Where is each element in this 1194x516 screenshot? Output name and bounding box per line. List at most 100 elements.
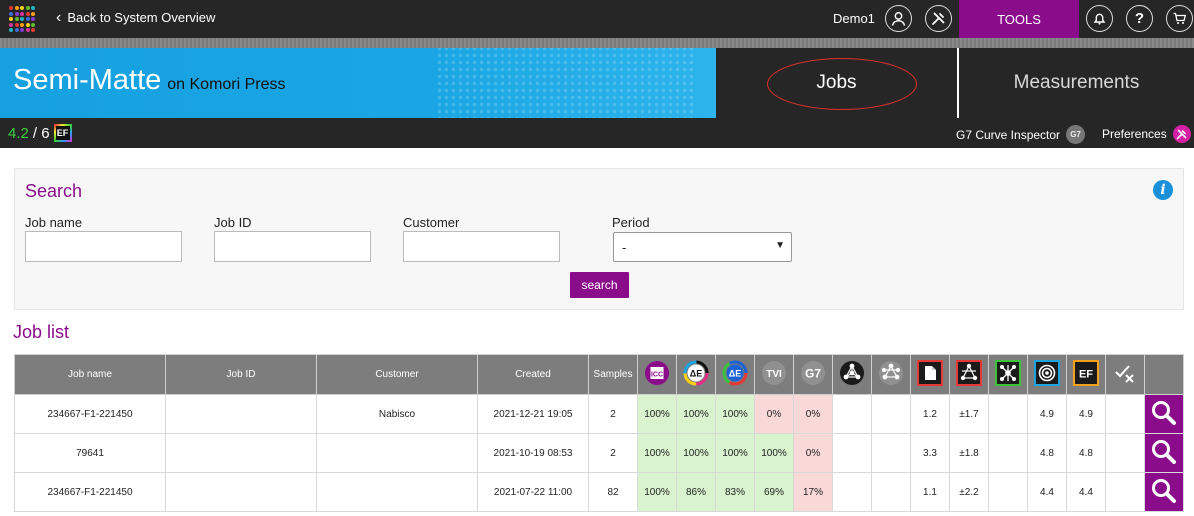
user-name: Demo1 — [833, 11, 875, 26]
column-header-delta-e-cmyk[interactable]: ΔE — [676, 354, 716, 395]
question-icon: ? — [1134, 10, 1145, 27]
view-job-button[interactable] — [1144, 472, 1184, 512]
search-title: Search — [25, 181, 83, 201]
job-id-input[interactable] — [214, 231, 371, 262]
g7-chip-icon: G7 — [1066, 125, 1086, 144]
column-header-created[interactable]: Created — [477, 354, 589, 395]
job-name-input[interactable] — [25, 231, 182, 262]
column-header-g7[interactable]: G7 — [793, 354, 833, 395]
cell-document: 3.3 — [910, 433, 950, 473]
column-header-check-cross[interactable] — [1105, 354, 1145, 395]
search-button[interactable]: search — [570, 272, 629, 298]
chevron-left-icon: ‹ — [56, 8, 62, 26]
apps-grid-dot — [14, 22, 19, 27]
ef-badge-icon: EF — [53, 124, 72, 142]
magnifier-icon — [1152, 439, 1176, 464]
apps-grid-dot — [9, 11, 13, 16]
apps-grid-dot — [31, 22, 35, 27]
cell-g7: 0% — [793, 433, 833, 473]
cell-job-name: 234667-F1-221450 — [14, 472, 166, 512]
help-button[interactable]: ? — [1126, 5, 1153, 32]
info-icon[interactable]: i — [1153, 180, 1173, 200]
cell-delta-e-cmyk: 86% — [676, 472, 716, 512]
svg-text:G7: G7 — [805, 367, 821, 381]
jobs-table: Job name Job ID Customer Created Samples… — [14, 354, 1184, 512]
column-header-document[interactable] — [910, 354, 950, 395]
column-header-tvi[interactable]: TVI — [754, 354, 794, 395]
g7-curve-inspector-link[interactable]: G7 Curve Inspector G7 — [956, 125, 1086, 144]
column-header-network-grey[interactable] — [871, 354, 911, 395]
column-header-job-id[interactable]: Job ID — [165, 354, 317, 395]
job-name-label: Job name — [25, 215, 83, 230]
column-header-samples[interactable]: Samples — [588, 354, 638, 395]
cell-target: 4.4 — [1027, 472, 1067, 512]
apps-grid-dot — [25, 11, 30, 16]
cart-icon — [1173, 12, 1187, 24]
view-job-button[interactable] — [1144, 394, 1184, 434]
cell-delta-e-cmyk: 100% — [676, 394, 716, 434]
delta-e-rgb-icon: ΔE — [722, 360, 748, 386]
cell-check-cross — [1105, 394, 1145, 434]
customer-input[interactable] — [403, 231, 560, 262]
column-header-icc[interactable]: ICC — [637, 354, 677, 395]
column-header-network-color[interactable] — [949, 354, 989, 395]
cell-g7: 0% — [793, 394, 833, 434]
tab-measurements[interactable]: Measurements — [959, 48, 1194, 118]
tools-tab[interactable]: TOOLS — [959, 0, 1079, 38]
cell-icc: 100% — [637, 433, 677, 473]
cell-target: 4.8 — [1027, 433, 1067, 473]
cell-network-color: ±1.8 — [949, 433, 989, 473]
period-select[interactable]: - ▼ — [613, 232, 792, 262]
tvi-icon: TVI — [761, 360, 787, 386]
apps-grid-dot — [31, 28, 35, 32]
settings-button[interactable] — [925, 5, 952, 32]
header-stripe — [0, 38, 1194, 48]
job-list-title: Job list — [13, 322, 70, 342]
cell-customer — [316, 433, 478, 473]
chevron-down-icon: ▼ — [775, 240, 785, 251]
cell-tvi: 100% — [754, 433, 794, 473]
apps-grid-dot — [14, 28, 19, 32]
preferences-link[interactable]: Preferences — [1102, 125, 1191, 143]
cell-spot-network — [832, 433, 872, 473]
cell-network-grey — [871, 433, 911, 473]
column-header-ef[interactable]: EF — [1066, 354, 1106, 395]
cell-delta-e-rgb: 100% — [715, 394, 755, 434]
g7-icon: G7 — [800, 360, 826, 386]
version-total: / 6 — [32, 124, 50, 142]
cell-network-color: ±2.2 — [949, 472, 989, 512]
user-icon — [891, 12, 906, 26]
cell-target: 4.9 — [1027, 394, 1067, 434]
apps-grid-icon[interactable] — [9, 6, 35, 32]
table-row[interactable]: 79641 2021-10-19 08:53 2 100% 100% 100% 100% 0%… — [14, 433, 1184, 473]
svg-text:ΔE: ΔE — [690, 369, 702, 379]
back-to-overview-link[interactable]: ‹ Back to System Overview — [56, 8, 215, 26]
notifications-button[interactable] — [1086, 5, 1113, 32]
view-job-button[interactable] — [1144, 433, 1184, 473]
apps-grid-dot — [25, 22, 30, 27]
page-header: Semi-Matte on Komori Press — [0, 48, 716, 118]
apps-grid-dot — [20, 11, 24, 16]
table-row[interactable]: 234667-F1-221450 Nabisco 2021-12-21 19:05 2… — [14, 394, 1184, 434]
network-color-icon — [956, 360, 982, 386]
cell-network-color: ±1.7 — [949, 394, 989, 434]
svg-text:ICC: ICC — [651, 372, 663, 379]
svg-text:EF: EF — [1079, 369, 1093, 381]
cell-document: 1.1 — [910, 472, 950, 512]
cart-button[interactable] — [1166, 5, 1193, 32]
column-header-customer[interactable]: Customer — [316, 354, 478, 395]
column-header-target[interactable] — [1027, 354, 1067, 395]
table-row[interactable]: 234667-F1-221450 2021-07-22 11:00 82 100% 86… — [14, 472, 1184, 512]
column-header-delta-e-rgb[interactable]: ΔE — [715, 354, 755, 395]
cell-check-cross — [1105, 472, 1145, 512]
apps-grid-dot — [20, 28, 24, 32]
column-header-spot-network[interactable] — [832, 354, 872, 395]
cell-customer — [316, 472, 478, 512]
version-current: 4.2 — [8, 124, 29, 142]
column-header-spider[interactable] — [988, 354, 1028, 395]
cell-ef: 4.4 — [1066, 472, 1106, 512]
user-account-button[interactable] — [885, 5, 912, 32]
preferences-tools-icon — [1172, 125, 1191, 143]
column-header-job-name[interactable]: Job name — [14, 354, 166, 395]
cell-created: 2021-07-22 11:00 — [477, 472, 589, 512]
